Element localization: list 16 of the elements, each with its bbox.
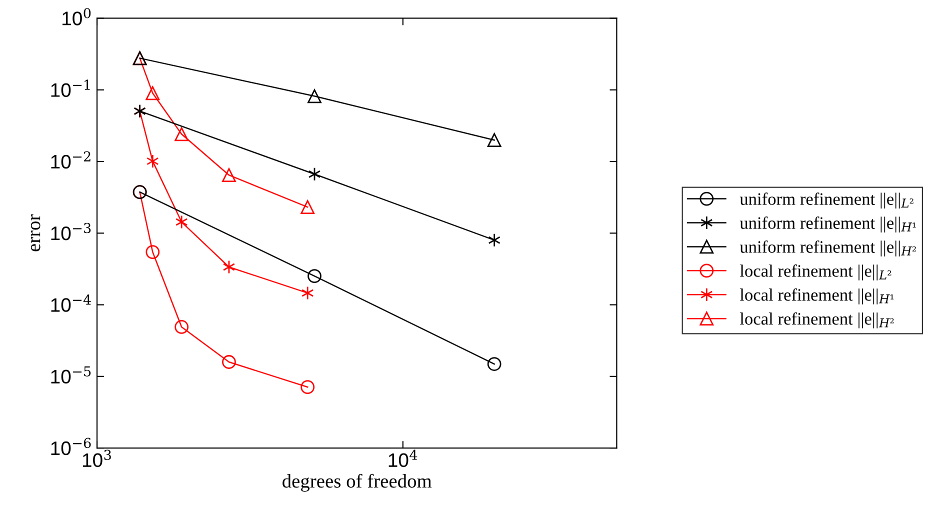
y-tick-label: 10$^{−5}$ (51, 366, 91, 384)
x-axis-title: degrees of freedom (282, 474, 432, 492)
y-tick-label: 10$^{0}$ (62, 8, 91, 26)
y-tick-label: 10$^{−3}$ (51, 222, 91, 240)
x-tick-label: 10$^{3}$ (82, 450, 111, 468)
legend-label: uniform refinement ||e||$_{H²}$ (740, 240, 916, 256)
legend-label: local refinement ||e||$_{H²}$ (740, 312, 894, 328)
y-tick-label: 10$^{−1}$ (51, 80, 90, 97)
legend-label: uniform refinement ||e||$_{L²}$ (740, 192, 914, 208)
legend-label: uniform refinement ||e||$_{H¹}$ (740, 216, 916, 232)
legend-label: local refinement ||e||$_{L²}$ (740, 264, 892, 280)
y-axis-title: error (30, 214, 40, 252)
y-tick-label: 10$^{−4}$ (51, 294, 91, 312)
legend-label: local refinement ||e||$_{H¹}$ (740, 288, 894, 304)
x-tick-label: 10$^{4}$ (388, 450, 418, 468)
y-tick-label: 10$^{−2}$ (51, 151, 90, 169)
